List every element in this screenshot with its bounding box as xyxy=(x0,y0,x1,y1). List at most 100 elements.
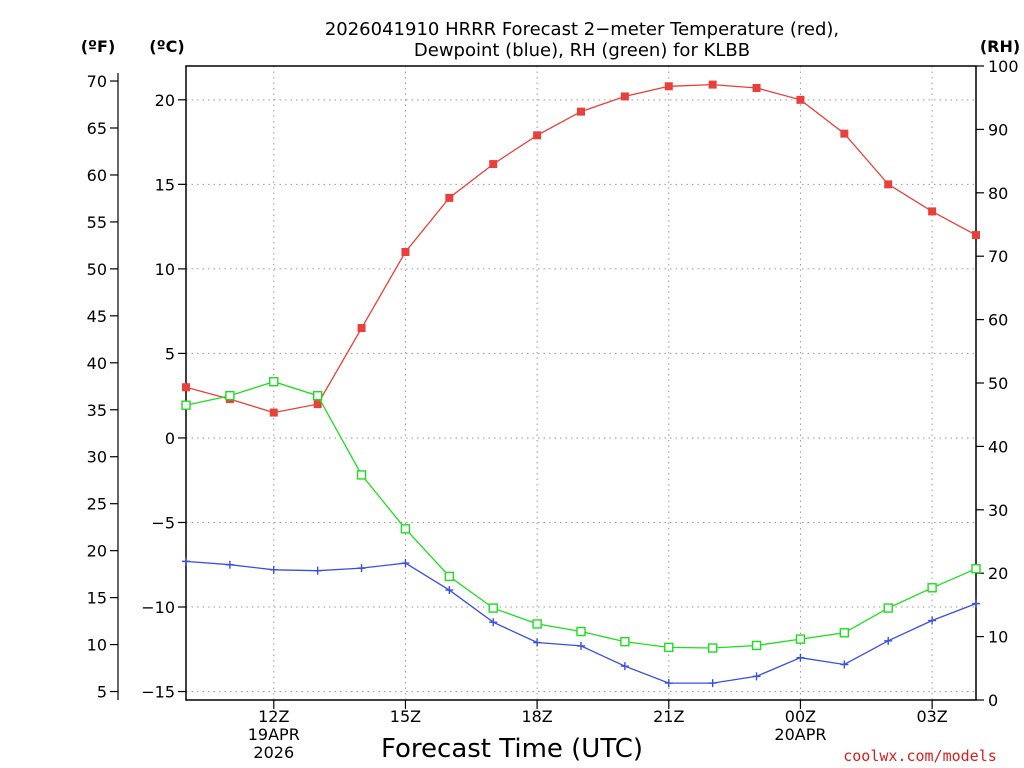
fahrenheit-tick-label: 65 xyxy=(87,119,107,138)
dewpoint-point xyxy=(884,636,893,645)
fahrenheit-tick-label: 50 xyxy=(87,260,107,279)
fahrenheit-tick-label: 55 xyxy=(87,213,107,232)
rh-point xyxy=(664,642,674,653)
temperature-point xyxy=(182,383,190,392)
temperature-point xyxy=(752,83,761,92)
x-tick-label: 19APR xyxy=(248,725,300,744)
celsius-tick-label: 15 xyxy=(155,175,175,194)
fahrenheit-tick-label: 70 xyxy=(87,72,107,91)
rh-point xyxy=(839,628,850,638)
credit-text: coolwx.com/models xyxy=(843,747,997,765)
temperature-point xyxy=(533,131,542,140)
rh-tick-label: 60 xyxy=(988,311,1008,330)
temperature-point xyxy=(269,408,278,417)
rh-point xyxy=(225,390,235,401)
dewpoint-point xyxy=(796,653,805,662)
temperature-point xyxy=(357,324,366,333)
dewpoint-point xyxy=(269,565,278,574)
rh-point xyxy=(312,390,323,401)
temperature-point xyxy=(313,400,322,409)
x-axis-title: Forecast Time (UTC) xyxy=(381,734,643,764)
celsius-tick-label: 0 xyxy=(165,429,175,448)
fahrenheit-unit-label: (ºF) xyxy=(81,37,116,56)
dewpoint-point xyxy=(489,618,498,627)
temperature-point xyxy=(884,180,893,189)
celsius-tick-label: 20 xyxy=(155,91,175,110)
axes: 20151050−5−10−15706560555045403530252015… xyxy=(87,57,1019,762)
x-tick-label: 18Z xyxy=(521,707,552,726)
dewpoint-point xyxy=(225,560,234,569)
dewpoint-point xyxy=(313,566,322,575)
rh-point xyxy=(620,636,630,647)
fahrenheit-tick-label: 25 xyxy=(87,495,107,514)
fahrenheit-tick-label: 60 xyxy=(87,166,107,185)
dewpoint-point xyxy=(840,660,849,669)
dewpoint-point xyxy=(972,599,980,608)
celsius-tick-label: −15 xyxy=(141,683,175,702)
rh-point xyxy=(751,640,762,651)
fahrenheit-tick-label: 5 xyxy=(97,683,107,702)
x-tick-label: 21Z xyxy=(653,707,684,726)
dewpoint-point xyxy=(577,641,585,650)
rh-point xyxy=(883,603,893,613)
rh-point xyxy=(532,619,542,629)
rh-tick-label: 30 xyxy=(988,501,1008,520)
rh-point xyxy=(356,470,367,480)
temperature-point xyxy=(840,129,849,138)
dewpoint-point xyxy=(620,662,629,671)
x-tick-label: 00Z xyxy=(785,707,816,726)
x-tick-label: 20APR xyxy=(774,725,826,744)
rh-point xyxy=(488,603,498,613)
celsius-tick-label: 5 xyxy=(165,344,175,363)
rh-point xyxy=(269,377,279,387)
rh-tick-label: 70 xyxy=(988,247,1008,266)
rh-point xyxy=(927,583,937,593)
temperature-point xyxy=(445,193,454,202)
dewpoint-point xyxy=(182,557,190,566)
fahrenheit-tick-label: 15 xyxy=(87,589,107,608)
dewpoint-point xyxy=(401,559,410,568)
x-tick-label: 12Z xyxy=(258,707,289,726)
rh-tick-label: 10 xyxy=(988,628,1008,647)
rh-point xyxy=(576,626,586,637)
chart-subtitle: Dewpoint (blue), RH (green) for KLBB xyxy=(414,40,750,61)
temperature-point xyxy=(620,92,629,101)
dewpoint-point xyxy=(533,638,542,647)
temperature-point xyxy=(928,207,937,216)
temperature-point xyxy=(577,107,585,116)
x-tick-label: 2026 xyxy=(253,743,294,762)
temperature-point xyxy=(972,231,980,240)
rh-tick-label: 50 xyxy=(988,374,1008,393)
rh-point xyxy=(971,564,981,574)
rh-point xyxy=(181,400,191,410)
rh-tick-label: 0 xyxy=(988,691,998,710)
grid-lines xyxy=(186,66,976,700)
chart-title: 2026041910 HRRR Forecast 2−meter Tempera… xyxy=(325,19,839,40)
celsius-unit-label: (ºC) xyxy=(149,37,184,56)
temperature-point xyxy=(664,82,673,91)
fahrenheit-tick-label: 30 xyxy=(87,448,107,467)
celsius-tick-label: −10 xyxy=(141,598,175,617)
x-tick-label: 15Z xyxy=(390,707,421,726)
fahrenheit-tick-label: 40 xyxy=(87,354,107,373)
rh-tick-label: 90 xyxy=(988,120,1008,139)
series-layer xyxy=(181,80,981,688)
dewpoint-point xyxy=(928,616,937,625)
dewpoint-point xyxy=(708,679,717,688)
temperature-point xyxy=(708,80,717,89)
celsius-tick-label: −5 xyxy=(151,513,175,532)
fahrenheit-tick-label: 35 xyxy=(87,401,107,420)
rh-tick-label: 100 xyxy=(988,57,1019,76)
rh-point xyxy=(795,634,806,644)
celsius-tick-label: 10 xyxy=(155,260,175,279)
dewpoint-point xyxy=(752,672,761,681)
rh-tick-label: 80 xyxy=(988,184,1008,203)
temperature-point xyxy=(401,247,410,256)
fahrenheit-tick-label: 45 xyxy=(87,307,107,326)
rh-point xyxy=(707,643,718,653)
temperature-point xyxy=(489,160,498,169)
rh-tick-label: 20 xyxy=(988,564,1008,583)
dewpoint-point xyxy=(445,586,454,595)
